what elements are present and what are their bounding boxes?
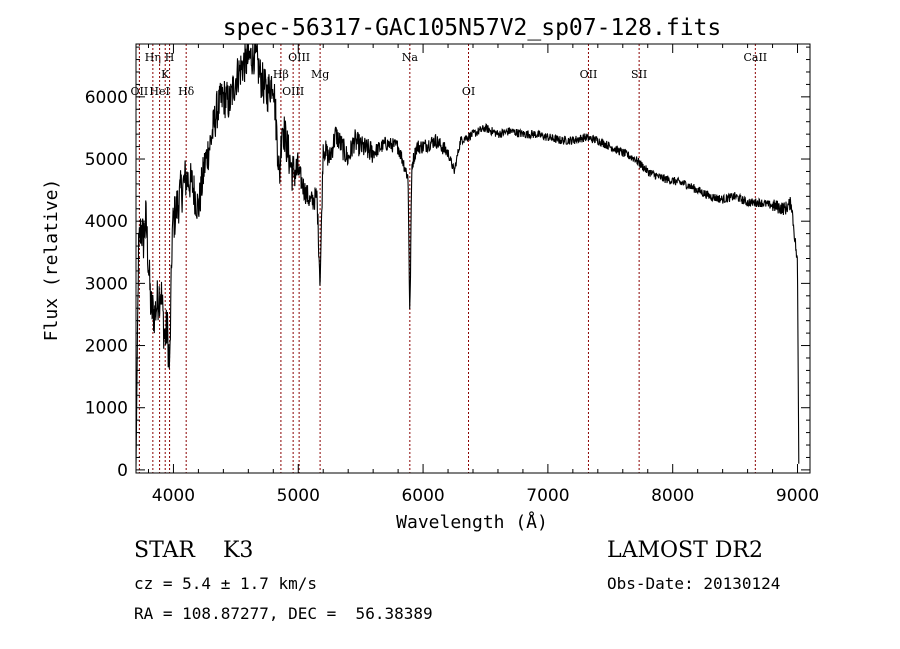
object-class: STAR K3: [134, 538, 254, 563]
x-tick-label: 5000: [277, 486, 320, 506]
x-tick-label: 9000: [776, 486, 819, 506]
line-label-12: OII: [580, 68, 598, 81]
line-label-14: CaII: [743, 51, 767, 64]
line-label-3: K: [161, 68, 170, 81]
y-tick-label: 4000: [85, 212, 128, 232]
line-label-9: Mg: [311, 68, 329, 81]
x-tick-label: 7000: [526, 486, 569, 506]
x-axis-label: Wavelength (Å): [396, 511, 548, 533]
x-tick-label: 8000: [651, 486, 694, 506]
line-label-10: Na: [402, 51, 419, 64]
y-axis: 0 1000 2000 3000 4000 5000 6000: [85, 46, 810, 481]
spectrum-layer: [136, 44, 800, 467]
line-label-0: OII: [131, 85, 149, 98]
y-tick-label: 0: [117, 461, 128, 481]
line-label-13: SII: [631, 68, 647, 81]
x-tick-label: 4000: [152, 486, 195, 506]
chart-title: spec-56317-GAC105N57V2_sp07-128.fits: [223, 15, 722, 41]
line-label-4: H: [165, 51, 175, 64]
spectrum-chart: spec-56317-GAC105N57V2_sp07-128.fits OII…: [41, 15, 819, 533]
line-label-8: OIII: [288, 51, 310, 64]
y-tick-label: 2000: [85, 337, 128, 357]
y-tick-label: 3000: [85, 274, 128, 294]
line-label-11: OI: [462, 85, 475, 98]
y-axis-label: Flux (relative): [41, 179, 62, 342]
y-tick-label: 6000: [85, 88, 128, 108]
line-label-7: OIII: [282, 85, 304, 98]
plot-frame: [135, 43, 811, 474]
line-label-2: HeI: [149, 85, 169, 98]
y-tick-label: 1000: [85, 399, 128, 419]
line-label-6: Hβ: [273, 68, 289, 81]
y-tick-label: 5000: [85, 150, 128, 170]
spectrum-line: [136, 44, 800, 467]
coordinates: RA = 108.87277, DEC = 56.38389: [134, 604, 433, 623]
redshift-value: cz = 5.4 ± 1.7 km/s: [134, 574, 318, 593]
line-label-5: Hδ: [178, 85, 195, 98]
obs-date: Obs-Date: 20130124: [607, 574, 781, 593]
survey-name: LAMOST DR2: [607, 538, 763, 563]
x-tick-label: 6000: [401, 486, 444, 506]
x-axis: 4000 5000 6000 7000 8000 9000: [147, 44, 819, 506]
line-label-1: Hη: [145, 51, 161, 64]
